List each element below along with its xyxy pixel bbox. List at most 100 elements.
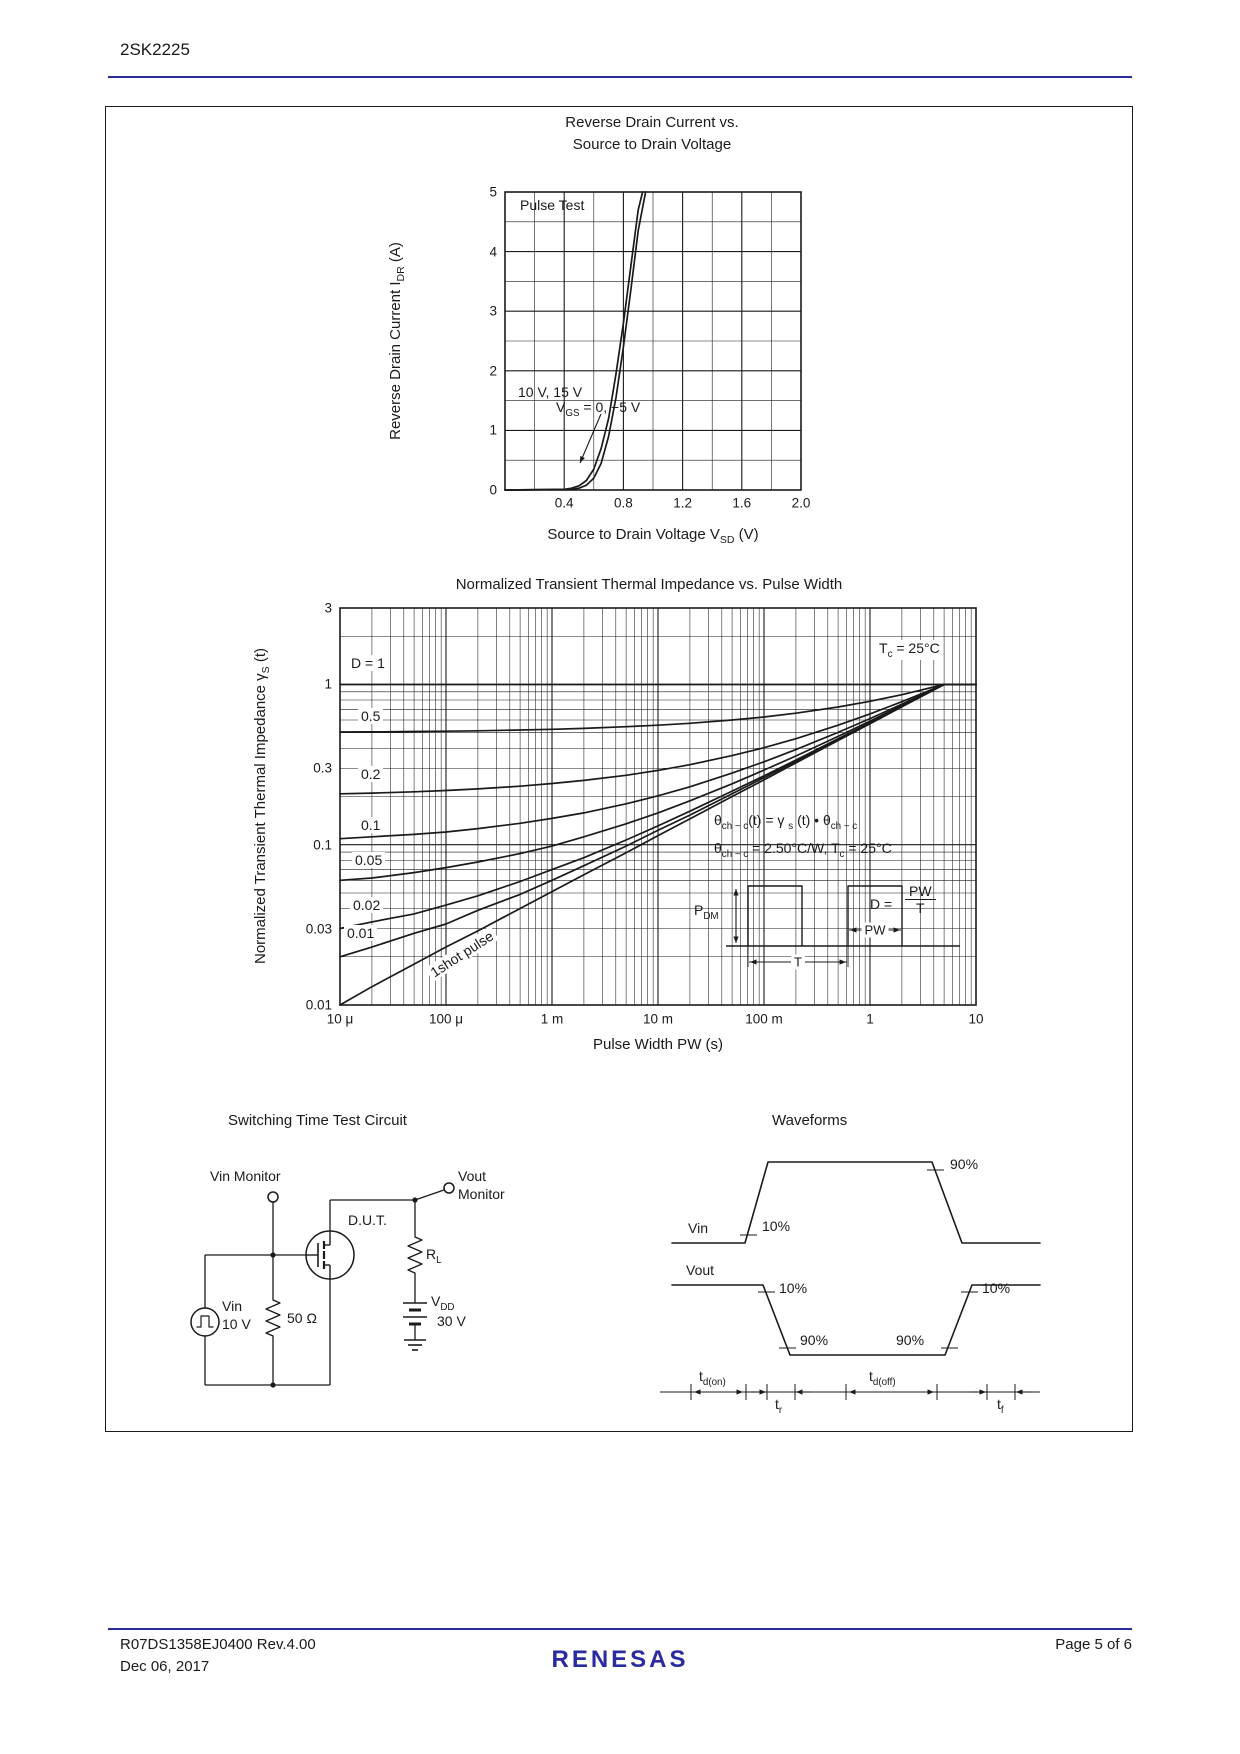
chart1-x-tick-label: 0.4 <box>554 495 574 511</box>
chart2-curve <box>339 683 977 795</box>
renesas-logo: RENESAS <box>551 1646 689 1673</box>
series-resistor <box>265 1295 281 1341</box>
vout-trace <box>671 1284 1041 1356</box>
vout-rise-90pct: 90% <box>896 1332 925 1348</box>
ylabel2-sub: S <box>260 666 272 674</box>
ylabel1-post: (A) <box>387 242 404 267</box>
vgs-annotation-arrow <box>579 413 602 464</box>
arrowhead <box>1016 1389 1023 1395</box>
chart1-title-line1: Reverse Drain Current vs. <box>565 114 739 131</box>
pulse-source-symbol <box>196 1315 214 1328</box>
chart1-title-line2: Source to Drain Voltage <box>572 136 732 153</box>
chart2-border <box>339 607 977 1006</box>
ylabel1-sub: DR <box>395 266 407 282</box>
vin-source-value: 10 V <box>222 1316 251 1332</box>
chart2-curve <box>339 683 977 840</box>
vgs-off-sub: GS <box>565 407 580 419</box>
junction-dot <box>270 1252 276 1258</box>
tr-label: tr <box>772 1396 786 1416</box>
footer-doc-number: R07DS1358EJ0400 Rev.4.00 <box>120 1636 316 1653</box>
curve-label-d05: 0.5 <box>358 708 384 724</box>
chart2-x-tick-label: 10 m <box>642 1011 674 1027</box>
chart1-y-tick-label: 3 <box>489 303 497 319</box>
vout-trace-label: Vout <box>686 1262 715 1278</box>
arrowhead <box>796 1389 803 1395</box>
f1-a: θ <box>714 812 722 828</box>
rl-pre: R <box>426 1246 437 1262</box>
vin-rise-10pct: 10% <box>762 1218 791 1234</box>
footer-rule <box>108 1628 1132 1630</box>
arrowhead <box>736 1389 743 1395</box>
chart1-x-tick-label: 2.0 <box>791 495 811 511</box>
tr-sub: r <box>778 1404 783 1416</box>
td-off-label: td(off) <box>866 1368 899 1388</box>
inset-pulse <box>847 885 903 947</box>
cond-pre: T <box>879 640 888 656</box>
rl-label: RL <box>426 1246 442 1266</box>
curve-label-d1: D = 1 <box>348 655 388 671</box>
tf-sub: f <box>1000 1404 1004 1416</box>
arrowhead <box>979 1389 986 1395</box>
xlabel1-sub: SD <box>719 534 735 546</box>
vout-fall-90pct: 90% <box>800 1332 829 1348</box>
cond-post: = 25°C <box>892 640 940 656</box>
waveforms-title: Waveforms <box>772 1112 848 1129</box>
ylabel2-pre: Normalized Transient Thermal Impedance γ <box>252 673 269 965</box>
arrowhead <box>927 1389 934 1395</box>
arrowhead <box>733 936 739 943</box>
chart2-x-tick-label: 1 m <box>540 1011 564 1027</box>
inset-pw-label: PW <box>861 922 889 938</box>
inset-t-label: T <box>791 954 805 970</box>
chart1-y-tick-label: 2 <box>489 363 497 379</box>
arrowhead <box>850 927 857 933</box>
td-on-label: td(on) <box>696 1368 729 1388</box>
f1-b: ch − c <box>721 820 749 832</box>
td-on-pre: t <box>699 1368 703 1384</box>
chart2-x-tick-label: 100 m <box>745 1011 783 1027</box>
chart2-curve <box>339 683 977 733</box>
vin-trace-label: Vin <box>688 1220 708 1236</box>
wire <box>414 1189 445 1201</box>
vin-source-label: Vin <box>222 1298 242 1314</box>
footer-date: Dec 06, 2017 <box>120 1658 210 1675</box>
pulse-source <box>190 1307 220 1337</box>
curve-label-d005: 0.05 <box>352 852 386 868</box>
series-resistor-value: 50 Ω <box>287 1310 317 1326</box>
ylabel1-pre: Reverse Drain Current I <box>387 281 404 440</box>
chart1-x-tick-label: 1.6 <box>732 495 752 511</box>
inset-pulse <box>747 885 803 947</box>
cond-sub: c <box>887 648 893 660</box>
xlabel1-pre: Source to Drain Voltage V <box>547 526 720 543</box>
inset-pdm-label: PDM <box>694 902 719 922</box>
arrowhead <box>750 959 757 965</box>
chart1-vgs-off-label: VGS = 0, −5 V <box>556 399 640 419</box>
chart2-curve <box>339 683 977 882</box>
inset-duty-eq: D = <box>870 896 893 912</box>
arrowhead <box>893 927 900 933</box>
arrowhead <box>733 889 739 896</box>
arrowhead <box>694 1389 701 1395</box>
curve-label-d02: 0.2 <box>358 766 384 782</box>
f2-c: = 2.50°C/W, T <box>748 840 840 856</box>
inset-duty-fraction: PW T <box>905 883 936 916</box>
tr-pre: t <box>775 1396 779 1412</box>
vout-monitor-label-line1: Vout <box>458 1168 487 1184</box>
junction-dot <box>270 1382 276 1388</box>
footer-page-number: Page 5 of 6 <box>1055 1636 1132 1653</box>
vin-monitor-label: Vin Monitor <box>210 1168 281 1184</box>
chart1-pulse-test-note: Pulse Test <box>520 197 585 213</box>
frac-den: T <box>905 899 936 916</box>
vout-monitor-label-line2: Monitor <box>458 1186 505 1202</box>
vin-trace <box>671 1161 1041 1244</box>
frac-num: PW <box>909 883 932 899</box>
pdm-sub: DM <box>703 910 719 922</box>
f2-b: ch − c <box>721 848 749 860</box>
chart2-curve <box>339 683 977 1006</box>
vout-fall-10pct: 10% <box>779 1280 808 1296</box>
chart2-x-tick-label: 100 μ <box>428 1011 464 1027</box>
chart2-formula-1: θch − c(t) = γ s (t) • θch − c <box>714 812 857 832</box>
f1-c: (t) = γ <box>748 812 789 828</box>
chart2-y-axis-label: Normalized Transient Thermal Impedance γ… <box>252 648 272 964</box>
chart1-x-tick-label: 1.2 <box>673 495 692 511</box>
